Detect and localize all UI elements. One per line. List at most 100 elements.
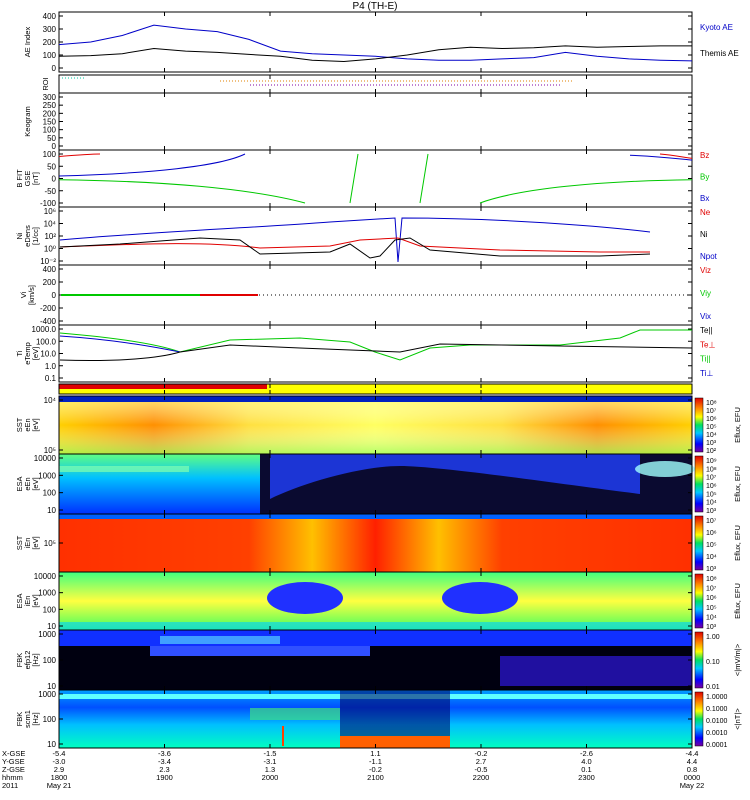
x-axis-tick-label: -5.4	[53, 749, 66, 758]
colorbar-tick-label: 10⁵	[706, 605, 717, 612]
x-axis-tick-label: 2000	[262, 773, 279, 782]
colorbar	[694, 691, 704, 747]
y-axis-label: [eV]	[31, 418, 40, 431]
spectrogram-overlay	[282, 726, 284, 746]
x-axis-tick-label: -0.2	[369, 765, 382, 774]
density-line	[59, 237, 651, 259]
colorbar	[694, 631, 704, 689]
spectrogram-sst_i	[59, 514, 692, 572]
legend-entry: Kyoto AE	[700, 23, 733, 32]
legend-entry: By	[700, 173, 709, 182]
y-tick-label: 10.0	[40, 350, 56, 359]
y-tick-label: 0	[52, 142, 57, 151]
spectrogram-layer	[59, 384, 695, 748]
y-tick-label: 1000	[38, 630, 56, 639]
y-tick-label: -400	[40, 317, 57, 326]
y-axis-label: efp12	[23, 651, 32, 670]
panel-frame-bfield	[58, 149, 693, 208]
x-axis-tick-label: 4.0	[581, 757, 591, 766]
y-tick-label: 100	[43, 605, 57, 614]
colorbar-tick-label: 10⁷	[706, 408, 717, 415]
x-axis-tick-label: May 21	[47, 781, 72, 790]
spectrogram-overlay	[267, 582, 343, 614]
colorbar-label: Eflux, EFU	[733, 583, 742, 619]
y-tick-label: 100	[43, 715, 57, 724]
colorbar-tick-label: 10²	[706, 448, 717, 455]
colorbar	[694, 573, 704, 629]
plot-title: P4 (TH-E)	[353, 1, 398, 12]
x-axis-tick-label: -3.0	[53, 757, 66, 766]
colorbar-tick-label: 10⁸	[706, 466, 717, 473]
spectrogram-overlay	[160, 636, 280, 644]
spectrogram-overlay	[340, 736, 450, 748]
x-axis-tick-label: 2.9	[54, 765, 64, 774]
y-tick-label: 200	[43, 109, 57, 118]
colorbar	[694, 397, 704, 453]
y-axis-label: FBK	[15, 712, 24, 727]
legend-entry: Ti⊥	[700, 369, 713, 378]
y-tick-label: 10000	[34, 454, 57, 463]
y-tick-label: 1000.0	[32, 325, 57, 334]
y-tick-label: 150	[43, 118, 57, 127]
panel-frame-kp	[58, 92, 693, 151]
y-tick-label: 10000	[34, 572, 57, 581]
x-axis-row-label: X-GSE	[2, 749, 25, 758]
x-axis-tick-label: 0.1	[581, 765, 591, 774]
colorbar-tick-label: 10⁶	[706, 416, 717, 423]
colorbar-tick-label: 10⁶	[706, 530, 717, 537]
y-axis-label: [1/cc]	[31, 227, 40, 245]
y-axis-label: iEn	[23, 538, 32, 549]
y-tick-label: -50	[44, 187, 56, 196]
ae-series-line	[58, 45, 692, 63]
x-axis-tick-label: 0.8	[687, 765, 697, 774]
x-axis-tick-label: -4.4	[686, 749, 699, 758]
legend-entry: Ne	[700, 208, 711, 217]
legend-entry: Viz	[700, 266, 711, 275]
colorbar-tick-label: 10⁶	[706, 483, 717, 490]
legend-entry: Themis AE	[700, 49, 739, 58]
y-axis-label: [Hz]	[31, 712, 40, 725]
y-axis-label: [Hz]	[31, 653, 40, 666]
y-axis-label: [eV]	[31, 477, 40, 490]
colorbar-tick-label: 10⁴	[706, 500, 717, 507]
y-axis-label: ROI	[41, 77, 50, 90]
panel-frame-ae	[58, 11, 693, 73]
y-axis-label: FBK	[15, 653, 24, 668]
y-axis-label: Ti	[15, 350, 24, 356]
y-axis-label: Keogram	[23, 106, 32, 136]
y-tick-label: 10⁶	[44, 207, 56, 216]
bfield-line	[659, 153, 693, 159]
x-axis-tick-label: -3.1	[264, 757, 277, 766]
legend-entry: Bz	[700, 151, 709, 160]
legend-entry: Vix	[700, 312, 711, 321]
spectrogram-overlay	[270, 454, 640, 499]
y-tick-label: 250	[43, 101, 57, 110]
colorbar	[694, 455, 704, 513]
x-axis-tick-label: -1.1	[369, 757, 382, 766]
colorbar-tick-label: 10⁸	[706, 576, 717, 583]
y-tick-label: 1000	[38, 690, 56, 699]
spectrogram-overlay	[500, 656, 692, 686]
y-axis-label: Vi	[19, 291, 28, 298]
y-tick-label: 300	[43, 93, 57, 102]
colorbar-tick-label: 0.0001	[706, 742, 728, 749]
spectrogram-overlay	[150, 646, 370, 656]
mode-bar	[59, 384, 267, 389]
y-tick-label: 0	[52, 291, 57, 300]
bfield-line	[58, 179, 306, 204]
colorbar-tick-label: 0.1000	[706, 706, 728, 713]
spectrogram-overlay	[635, 461, 695, 477]
y-tick-label: 50	[47, 134, 56, 143]
y-tick-label: 10⁵	[44, 539, 56, 548]
colorbar-label: Eflux, EFU	[733, 466, 742, 502]
x-axis-tick-label: 1.1	[370, 749, 380, 758]
colorbar	[694, 515, 704, 571]
legend-entry: Bx	[700, 194, 709, 203]
y-tick-label: -200	[40, 304, 57, 313]
y-axis-label: eEn	[23, 477, 32, 490]
x-axis-tick-label: 0000	[684, 773, 701, 782]
colorbar-tick-label: 10³	[706, 566, 717, 573]
y-axis-label: GSE	[23, 171, 32, 187]
